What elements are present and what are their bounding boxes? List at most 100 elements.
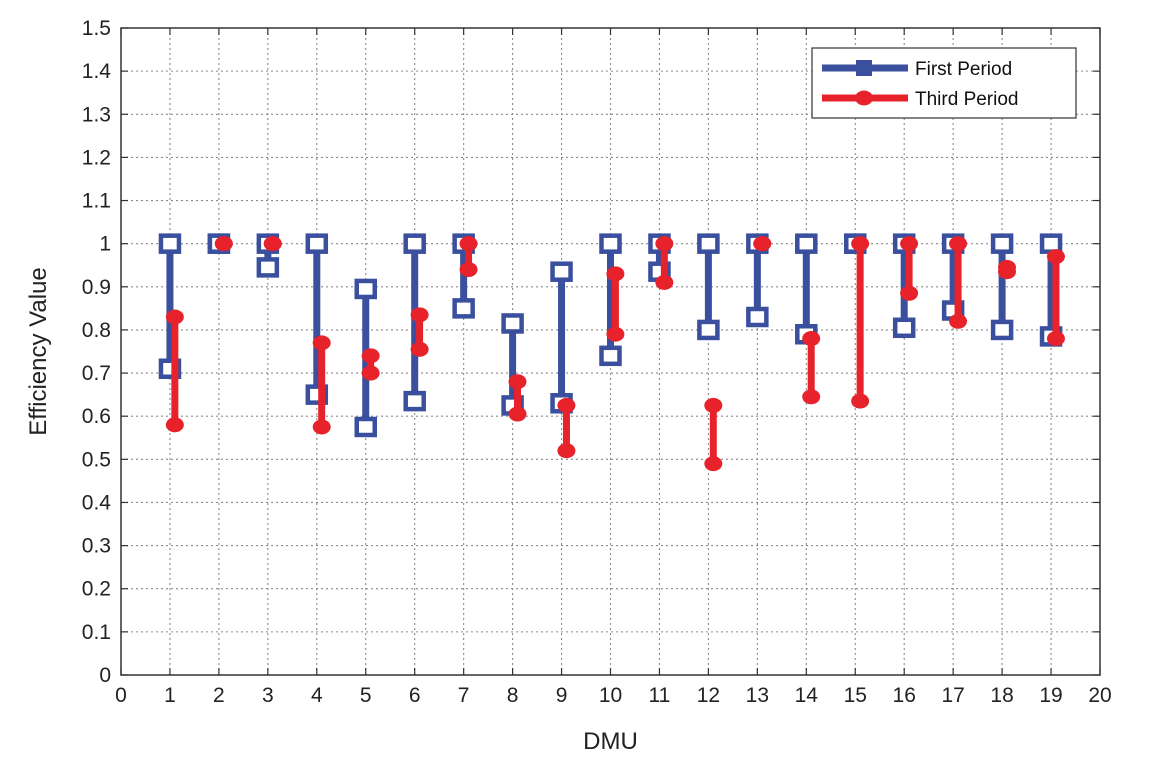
grid-lines bbox=[121, 28, 1100, 675]
high-marker bbox=[410, 307, 429, 323]
y-tick-label: 0.7 bbox=[82, 362, 111, 385]
low-marker bbox=[892, 317, 916, 339]
low-marker bbox=[403, 390, 426, 412]
high-marker bbox=[900, 236, 919, 252]
tick-marks bbox=[120, 27, 1101, 676]
x-tick-label: 10 bbox=[599, 684, 622, 707]
low-marker bbox=[697, 319, 720, 341]
low-marker bbox=[557, 443, 576, 459]
high-marker bbox=[165, 309, 184, 325]
high-marker bbox=[214, 236, 233, 252]
low-marker bbox=[452, 298, 475, 319]
legend-marker-circle bbox=[855, 90, 873, 106]
high-marker bbox=[704, 397, 723, 413]
x-tick-label: 13 bbox=[746, 684, 769, 707]
low-marker bbox=[459, 262, 478, 278]
high-marker bbox=[697, 233, 720, 254]
high-marker bbox=[550, 261, 573, 282]
x-tick-label: 15 bbox=[844, 684, 867, 707]
high-marker bbox=[851, 236, 870, 252]
low-marker bbox=[655, 274, 674, 290]
low-marker bbox=[165, 417, 184, 433]
low-marker bbox=[851, 393, 870, 409]
y-tick-label: 0.3 bbox=[82, 535, 111, 558]
y-tick-label: 1.3 bbox=[82, 103, 111, 126]
x-tick-label: 12 bbox=[697, 684, 720, 707]
high-marker bbox=[1046, 249, 1065, 265]
low-marker bbox=[410, 341, 429, 357]
y-tick-label: 0.1 bbox=[82, 621, 111, 644]
low-marker bbox=[990, 319, 1014, 341]
legend-box bbox=[811, 47, 1077, 119]
y-tick-label: 0.8 bbox=[82, 319, 111, 342]
y-tick-label: 0.9 bbox=[82, 276, 111, 299]
x-axis-title: DMU bbox=[583, 728, 638, 755]
high-marker bbox=[599, 233, 622, 254]
series-third-period bbox=[165, 236, 1065, 472]
legend-marker-square bbox=[856, 60, 872, 76]
x-tick-label: 2 bbox=[213, 684, 225, 707]
y-tick-label: 0 bbox=[99, 664, 111, 687]
high-marker bbox=[508, 374, 527, 390]
y-tick-label: 0.4 bbox=[82, 491, 112, 514]
x-tick-labels: 0 1 2 3 4 5 6 7 8 9 10 11 12 13 14 15 16 17 18 19 20 bbox=[115, 684, 1112, 707]
x-tick-label: 20 bbox=[1088, 684, 1111, 707]
high-marker bbox=[997, 259, 1016, 275]
x-tick-label: 4 bbox=[311, 684, 323, 707]
y-tick-label: 0.5 bbox=[82, 448, 111, 471]
high-marker bbox=[354, 278, 377, 300]
high-marker bbox=[949, 236, 968, 252]
low-marker bbox=[704, 456, 723, 472]
high-marker bbox=[795, 233, 818, 254]
x-tick-label: 5 bbox=[360, 684, 372, 707]
low-marker bbox=[256, 257, 280, 278]
high-marker bbox=[753, 236, 772, 252]
legend-label: First Period bbox=[915, 59, 1012, 80]
y-axis-title: Efficiency Value bbox=[25, 267, 52, 436]
low-marker bbox=[949, 313, 968, 329]
x-tick-label: 17 bbox=[941, 684, 964, 707]
low-marker bbox=[508, 406, 527, 422]
x-tick-label: 9 bbox=[556, 684, 568, 707]
high-marker bbox=[655, 236, 674, 252]
y-tick-label: 0.6 bbox=[82, 405, 111, 428]
high-marker bbox=[305, 233, 329, 254]
x-tick-label: 3 bbox=[262, 684, 274, 707]
x-tick-label: 14 bbox=[795, 684, 819, 707]
x-tick-label: 16 bbox=[893, 684, 916, 707]
y-tick-label: 1.4 bbox=[82, 60, 112, 83]
legend-label: Third Period bbox=[915, 89, 1019, 110]
low-marker bbox=[312, 419, 331, 435]
series-layer bbox=[158, 233, 1065, 472]
low-marker bbox=[900, 285, 919, 301]
high-marker bbox=[158, 233, 182, 254]
low-marker bbox=[1046, 331, 1065, 347]
x-tick-label: 7 bbox=[458, 684, 470, 707]
x-tick-label: 1 bbox=[164, 684, 176, 707]
low-marker bbox=[802, 389, 821, 405]
high-marker bbox=[606, 266, 625, 282]
x-tick-label: 8 bbox=[507, 684, 519, 707]
low-marker bbox=[354, 416, 377, 438]
high-marker bbox=[802, 331, 821, 347]
high-marker bbox=[459, 236, 478, 252]
low-marker bbox=[599, 345, 622, 367]
high-marker bbox=[403, 233, 426, 254]
high-marker bbox=[361, 348, 380, 364]
x-tick-label: 0 bbox=[115, 684, 127, 707]
high-marker bbox=[557, 397, 576, 413]
high-marker bbox=[312, 335, 331, 351]
high-marker bbox=[990, 233, 1014, 254]
y-tick-label: 1.5 bbox=[82, 17, 111, 40]
x-tick-label: 19 bbox=[1039, 684, 1062, 707]
x-tick-label: 6 bbox=[409, 684, 421, 707]
y-tick-label: 1.1 bbox=[82, 190, 111, 213]
x-tick-label: 18 bbox=[990, 684, 1013, 707]
x-tick-label: 11 bbox=[649, 684, 671, 707]
low-marker bbox=[361, 365, 380, 381]
y-tick-labels: 0 0.1 0.2 0.3 0.4 0.5 0.6 0.7 0.8 0.9 1 1.1 1.2 1.3 1.… bbox=[82, 17, 112, 687]
high-marker bbox=[263, 236, 282, 252]
y-tick-label: 1.2 bbox=[82, 146, 111, 169]
legend: First Period Third Period bbox=[811, 47, 1077, 119]
